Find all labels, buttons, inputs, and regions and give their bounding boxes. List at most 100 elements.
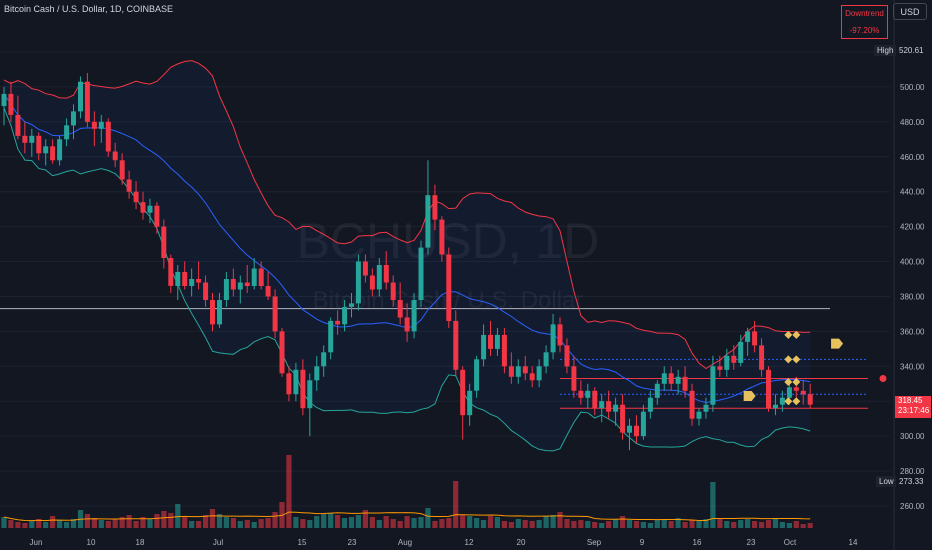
candle-body — [564, 345, 570, 367]
volume-bar — [779, 522, 785, 528]
candles — [1, 72, 813, 451]
volume-bar — [536, 520, 542, 528]
volume-bar — [529, 521, 535, 528]
volume-bar — [300, 519, 306, 528]
volume-bar — [209, 509, 216, 528]
candle-body — [752, 331, 758, 346]
candle-body — [383, 265, 389, 283]
candle-body — [1, 93, 7, 107]
volume-bar — [36, 519, 42, 528]
volume-bar — [800, 524, 806, 528]
candle-body — [272, 296, 278, 332]
candle-body — [786, 387, 792, 398]
volume-bar — [411, 518, 417, 528]
volume-bar — [592, 522, 598, 528]
volume-bar — [626, 520, 633, 528]
candle-body — [189, 279, 195, 286]
time-tick-label: Sep — [587, 538, 602, 547]
candle-body — [710, 366, 716, 405]
volume-bar — [216, 514, 223, 528]
candle-body — [425, 195, 431, 248]
candle-body — [355, 261, 361, 304]
volume-bar — [376, 520, 382, 528]
volume-bar — [668, 521, 674, 528]
time-tick-label: Oct — [784, 538, 797, 547]
candle-body — [703, 404, 709, 412]
volume-bar — [606, 521, 612, 528]
candle-body — [91, 121, 97, 129]
trend-change: -97.20% — [849, 26, 880, 35]
volume-bar — [189, 521, 195, 528]
currency-button[interactable]: USD — [893, 3, 927, 20]
candle-body — [682, 376, 688, 391]
candle-body — [557, 324, 563, 346]
candle-body — [696, 411, 702, 419]
volume-bar — [453, 481, 459, 528]
candle-body — [57, 139, 63, 161]
volume-bar — [293, 517, 299, 528]
volume-bar — [425, 508, 431, 528]
price-tick-label: 500.00 — [900, 83, 925, 92]
volume-bar — [251, 522, 257, 528]
candle-body — [279, 331, 285, 374]
candle-body — [258, 268, 264, 286]
volume-bar — [487, 516, 494, 528]
candle-body — [161, 226, 167, 258]
price-tick-label: 440.00 — [900, 188, 925, 197]
price-tick-label: 260.00 — [900, 502, 925, 511]
diamond-marker — [792, 378, 801, 387]
volume-bar — [140, 517, 146, 528]
volume-bar — [647, 523, 653, 528]
chart-grid — [0, 51, 890, 507]
volume-bar — [418, 517, 424, 528]
price-tick-label: 300.00 — [900, 432, 925, 441]
volume-bar — [50, 516, 56, 528]
volume-bar — [383, 516, 389, 528]
candle-body — [230, 279, 236, 290]
candle-body — [453, 320, 459, 370]
candle-body — [508, 366, 514, 377]
time-tick-label: Jun — [30, 538, 43, 547]
candle-body — [689, 390, 695, 419]
low-label: Low — [876, 476, 897, 487]
flag-marker — [743, 390, 756, 401]
volume-bar — [22, 523, 28, 528]
time-tick-label: 10 — [87, 538, 96, 547]
volume-bars — [1, 455, 813, 528]
price-tick-label: 280.00 — [900, 467, 925, 476]
time-tick-label: Aug — [398, 538, 412, 547]
volume-bar — [84, 514, 90, 528]
volume-bar — [571, 521, 577, 528]
volume-bar — [710, 482, 716, 528]
candle-body — [418, 247, 424, 300]
volume-bar — [272, 512, 278, 528]
candle-body — [307, 380, 313, 409]
volume-bar — [501, 521, 507, 528]
candle-body — [627, 425, 632, 433]
volume-bar — [237, 521, 243, 528]
candle-body — [759, 345, 765, 370]
candle-body — [675, 376, 681, 384]
candle-body — [800, 390, 806, 395]
candle-body — [50, 146, 56, 161]
candle-body — [738, 341, 744, 363]
volume-bar — [147, 519, 153, 528]
volume-bar — [585, 521, 591, 528]
volume-bar — [508, 522, 514, 528]
candle-body — [286, 373, 292, 395]
volume-bar — [362, 510, 368, 528]
volume-bar — [765, 520, 772, 528]
bollinger-band-area — [4, 60, 811, 451]
candle-body — [599, 401, 605, 409]
volume-bar — [480, 520, 487, 528]
volume-ma — [3, 511, 811, 522]
volume-bar — [661, 519, 667, 528]
volume-bar — [203, 515, 209, 528]
volume-bar — [404, 516, 410, 528]
candle-body — [550, 324, 556, 353]
candle-body — [571, 366, 577, 391]
price-tick-label: 480.00 — [900, 118, 925, 127]
volume-bar — [154, 514, 160, 528]
volume-bar — [15, 522, 21, 528]
